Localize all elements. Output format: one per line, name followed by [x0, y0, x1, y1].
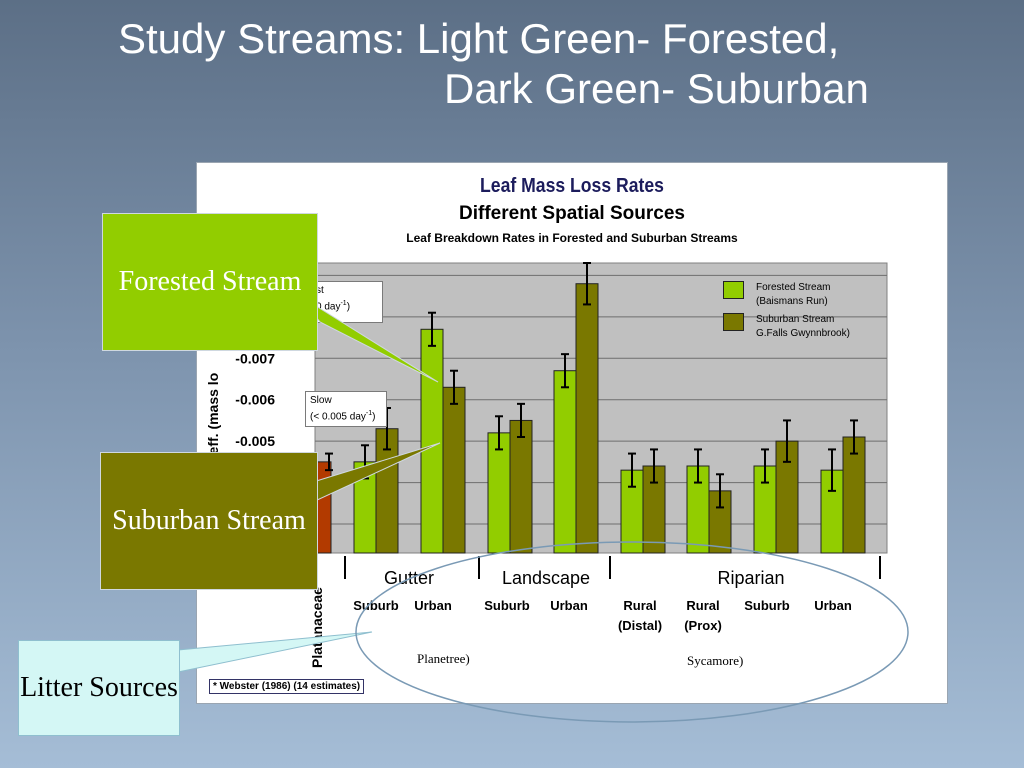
legend-label-suburban: Suburban Stream G.Falls Gwynnbrook)	[756, 313, 850, 341]
legend-swatch-forested	[723, 281, 744, 299]
group-label-landscape: Landscape	[501, 568, 591, 588]
callout-fast-close: )	[346, 301, 351, 313]
callout-slow-line1: Slow	[310, 395, 332, 406]
callout-fast-line2: 0 day-1)	[316, 297, 378, 313]
group-label-riparian: Riparian	[717, 568, 785, 588]
category-label-text: Rural	[623, 598, 657, 613]
footnote: * Webster (1986) (14 estimates)	[209, 679, 365, 694]
y-tick-label: -0.006	[235, 392, 275, 408]
title-line-1: Study Streams: Light Green- Forested,	[118, 15, 840, 62]
chart-subtitle-2: Leaf Breakdown Rates in Forested and Sub…	[406, 231, 738, 245]
callout-slow: Slow (< 0.005 day-1)	[305, 391, 387, 427]
category-label: Suburb	[353, 596, 399, 616]
group-label-gutter: Gutter	[383, 568, 435, 588]
legend-forested-line2: (Baismans Run)	[756, 296, 828, 307]
bar-forested	[420, 328, 444, 554]
legend-label-forested: Forested Stream (Baismans Run)	[756, 281, 830, 309]
category-label: Urban	[550, 596, 588, 616]
legend-suburban-line1: Suburban Stream	[756, 314, 835, 325]
callout-fast-line1: st	[316, 285, 324, 296]
category-label-text: Suburb	[744, 598, 790, 613]
chart-subtitle: Different Spatial Sources	[459, 203, 685, 224]
bar-suburban	[442, 386, 466, 554]
bar-forested	[553, 370, 577, 554]
suburban-stream-tag: Suburban Stream	[100, 452, 318, 590]
title-line-2: Dark Green- Suburban	[444, 65, 869, 112]
forested-stream-tag: Forested Stream	[102, 213, 318, 351]
category-label-text: Urban	[414, 598, 452, 613]
category-label: Urban	[814, 596, 852, 616]
category-label-text: Rural	[686, 598, 720, 613]
slide-title: Study Streams: Light Green- Forested, Da…	[118, 14, 918, 114]
bar-suburban	[509, 419, 533, 554]
category-label-text: Suburb	[353, 598, 399, 613]
bar-forested	[487, 432, 511, 554]
category-label-text: Urban	[550, 598, 588, 613]
category-label-text: Urban	[814, 598, 852, 613]
callout-slow-close: )	[372, 411, 376, 423]
chart-title: Leaf Mass Loss Rates	[480, 175, 664, 197]
callout-fast: st 0 day-1)	[311, 281, 383, 323]
y-axis-label: oeff. (mass lo	[205, 372, 221, 463]
category-label: Rural (Distal)	[618, 596, 662, 636]
category-label-text-2: (Distal)	[617, 618, 663, 633]
legend-item-forested: Forested Stream (Baismans Run)	[723, 281, 850, 309]
platanaceae-label: Platanaceae	[309, 587, 325, 668]
callout-slow-text: (< 0.005 day	[310, 411, 366, 423]
callout-slow-sup: -1	[365, 410, 373, 417]
legend-suburban-line2: G.Falls Gwynnbrook)	[756, 328, 850, 339]
legend-swatch-suburban	[723, 313, 744, 331]
source-note-sycamore: Sycamore)	[687, 653, 744, 668]
legend-item-suburban: Suburban Stream G.Falls Gwynnbrook)	[723, 313, 850, 341]
y-tick-label: -0.007	[235, 350, 275, 366]
category-label: Urban	[414, 596, 452, 616]
litter-sources-tag: Litter Sources	[18, 640, 180, 736]
category-label: Suburb	[484, 596, 530, 616]
y-tick-label: -0.005	[235, 433, 275, 449]
bar-suburban	[575, 283, 599, 554]
callout-fast-text: 0 day	[316, 301, 341, 313]
callout-slow-line2: (< 0.005 day-1)	[310, 407, 382, 423]
category-label: Suburb	[744, 596, 790, 616]
category-label: Rural (Prox)	[684, 596, 722, 636]
legend-forested-line1: Forested Stream	[756, 282, 831, 293]
category-label-text-2: (Prox)	[684, 618, 722, 633]
source-note-planetree: Planetree)	[417, 651, 470, 666]
chart-legend: Forested Stream (Baismans Run) Suburban S…	[723, 281, 850, 345]
category-label-text: Suburb	[484, 598, 530, 613]
